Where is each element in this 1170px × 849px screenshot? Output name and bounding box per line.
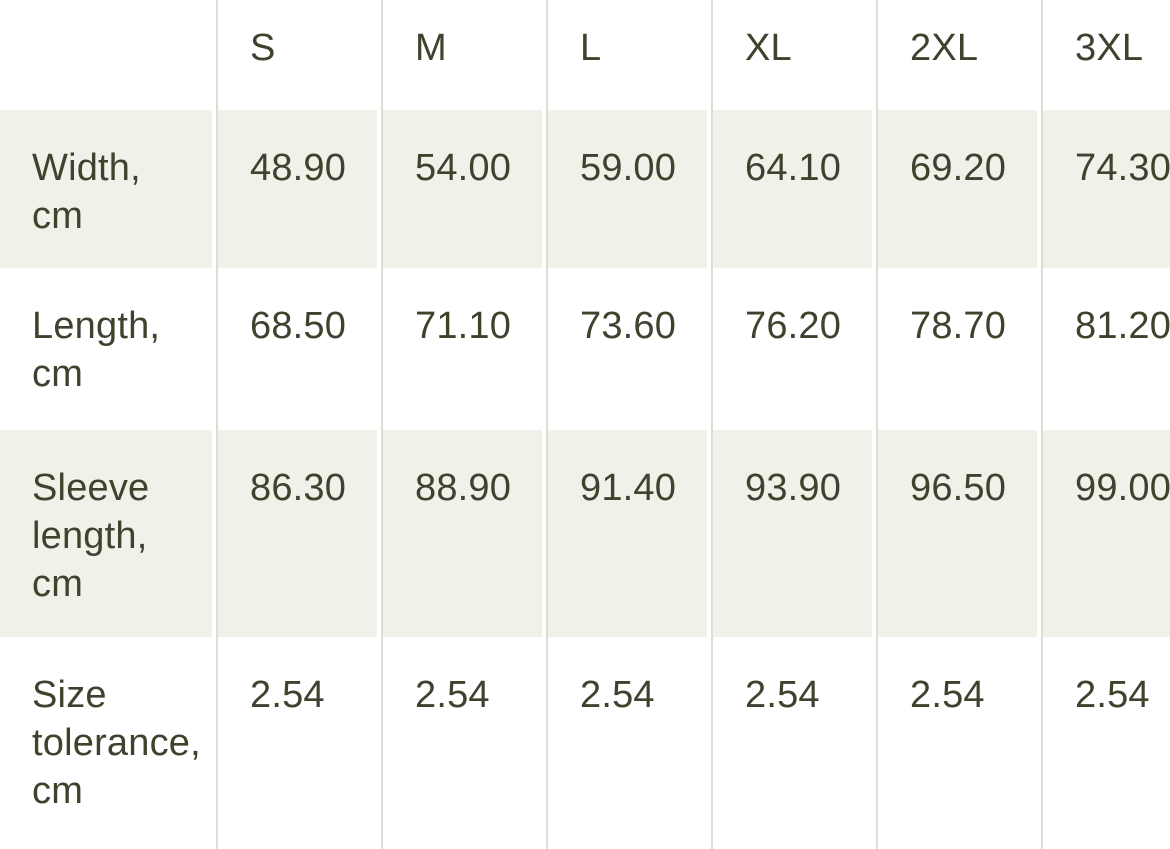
- table-cell: 93.90: [711, 430, 876, 637]
- table-cell: 74.30: [1041, 110, 1170, 268]
- table-cell: 81.20: [1041, 268, 1170, 430]
- table-cell: 96.50: [876, 430, 1041, 637]
- table-cell: 68.50: [216, 268, 381, 430]
- header-row: S M L XL 2XL 3XL: [0, 0, 1170, 110]
- row-label-length: Length, cm: [0, 268, 216, 430]
- table-cell: 2.54: [546, 637, 711, 849]
- row-label-line: Size: [32, 674, 107, 716]
- table-cell: 59.00: [546, 110, 711, 268]
- row-label-width: Width, cm: [0, 110, 216, 268]
- row-label-line: Width,: [32, 147, 141, 189]
- table-cell: 99.00: [1041, 430, 1170, 637]
- row-label-line: cm: [32, 353, 84, 395]
- table-cell: 54.00: [381, 110, 546, 268]
- column-header-3xl: 3XL: [1041, 0, 1170, 110]
- row-label-line: Length,: [32, 305, 161, 347]
- table-cell: 73.60: [546, 268, 711, 430]
- column-header-2xl: 2XL: [876, 0, 1041, 110]
- row-label-line: cm: [32, 563, 84, 605]
- table-cell: 71.10: [381, 268, 546, 430]
- row-label-line: cm: [32, 770, 84, 812]
- row-label-line: cm: [32, 195, 84, 237]
- table-cell: 69.20: [876, 110, 1041, 268]
- table-cell: 78.70: [876, 268, 1041, 430]
- row-label-line: tolerance,: [32, 722, 201, 764]
- table-cell: 2.54: [711, 637, 876, 849]
- table-row-width: Width, cm 48.90 54.00 59.00 64.10 69.20 …: [0, 110, 1170, 268]
- row-label-line: length,: [32, 515, 148, 557]
- row-label-sleeve-length: Sleeve length, cm: [0, 430, 216, 637]
- table-cell: 76.20: [711, 268, 876, 430]
- row-label-size-tolerance: Size tolerance, cm: [0, 637, 216, 849]
- row-label-line: Sleeve: [32, 467, 150, 509]
- table-cell: 91.40: [546, 430, 711, 637]
- table-row-length: Length, cm 68.50 71.10 73.60 76.20 78.70…: [0, 268, 1170, 430]
- column-header-s: S: [216, 0, 381, 110]
- table-cell: 64.10: [711, 110, 876, 268]
- column-header-xl: XL: [711, 0, 876, 110]
- table-cell: 2.54: [216, 637, 381, 849]
- table-cell: 86.30: [216, 430, 381, 637]
- table-row-size-tolerance: Size tolerance, cm 2.54 2.54 2.54 2.54 2…: [0, 637, 1170, 849]
- table-cell: 48.90: [216, 110, 381, 268]
- table-cell: 2.54: [876, 637, 1041, 849]
- column-header-m: M: [381, 0, 546, 110]
- table-cell: 88.90: [381, 430, 546, 637]
- column-header-l: L: [546, 0, 711, 110]
- corner-cell: [0, 0, 216, 110]
- table-row-sleeve-length: Sleeve length, cm 86.30 88.90 91.40 93.9…: [0, 430, 1170, 637]
- table-cell: 2.54: [1041, 637, 1170, 849]
- table-cell: 2.54: [381, 637, 546, 849]
